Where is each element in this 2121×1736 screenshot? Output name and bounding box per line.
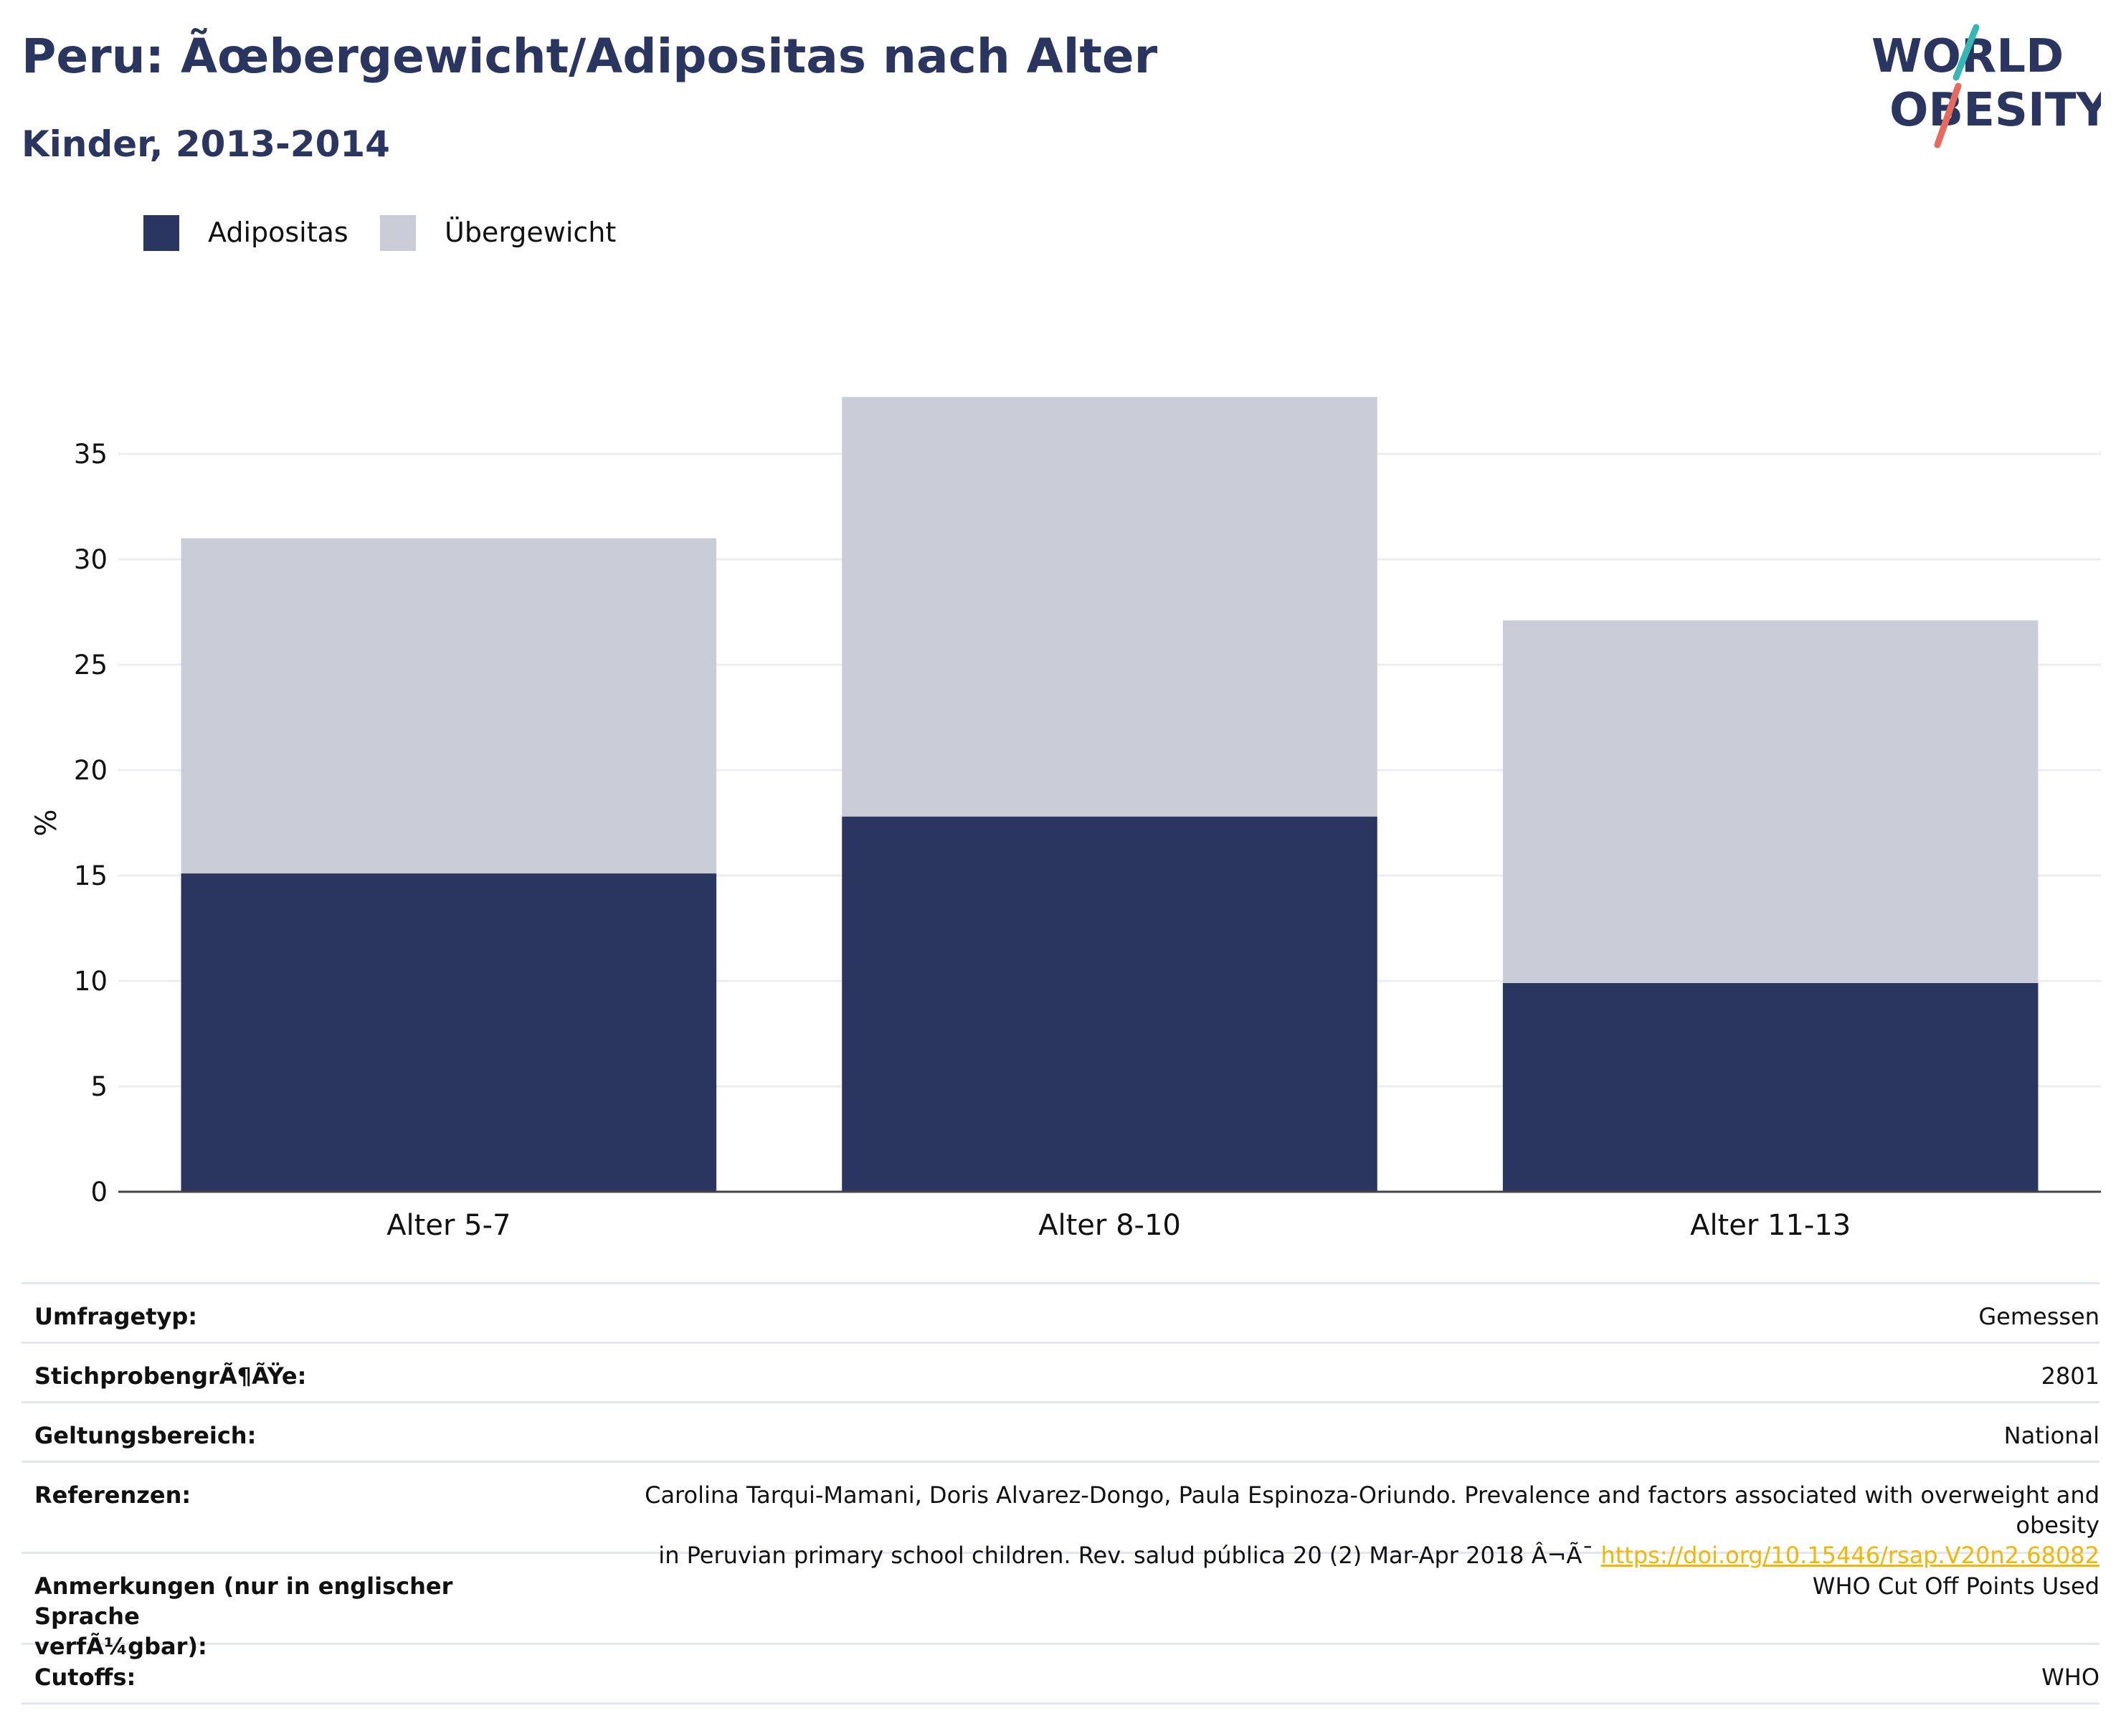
bar-adipositas-1	[181, 873, 717, 1192]
sample-label: StichprobengrÃ¶ÃŸe:	[34, 1362, 307, 1390]
logo-slash-red	[1934, 82, 1962, 148]
scope-label: Geltungsbereich:	[34, 1422, 257, 1449]
bar-uebergewicht-1	[181, 538, 717, 874]
survey-label: Umfragetyp:	[34, 1303, 198, 1330]
bar-chart: 0 5 10 15 20 25 30 35% Alter 5-7 Alter 8-10 Alter …	[30, 397, 2101, 1242]
y-tick-label: 0	[90, 1177, 108, 1208]
legend-swatch-adipositas	[143, 215, 179, 251]
info-row-scope: Geltungsbereich: National	[22, 1403, 2099, 1463]
x-tick-label: Alter 11-13	[1690, 1209, 1851, 1242]
cutoffs-value: WHO	[2041, 1664, 2099, 1691]
notes-label: Anmerkungen (nur in englischer Sprache v…	[34, 1571, 551, 1661]
info-row-cutoffs: Cutoffs: WHO	[22, 1645, 2099, 1704]
y-tick-label: 15	[74, 860, 108, 891]
cutoffs-label: Cutoffs:	[34, 1664, 136, 1691]
y-tick-label: 20	[74, 755, 108, 786]
references-line1: Carolina Tarqui-Mamani, Doris Alvarez-Do…	[645, 1481, 2099, 1539]
y-tick-label: 25	[74, 650, 108, 680]
references-doi-link[interactable]: https://doi.org/10.15446/rsap.V20n2.6808…	[1600, 1542, 2099, 1569]
x-tick-label: Alter 8-10	[1038, 1209, 1181, 1242]
y-tick-label: 30	[74, 544, 108, 575]
y-tick-label: 10	[74, 966, 108, 997]
references-line2-text: in Peruvian primary school children. Rev…	[658, 1542, 1601, 1569]
references-line2: in Peruvian primary school children. Rev…	[558, 1540, 2099, 1570]
info-row-survey: Umfragetyp: Gemessen	[22, 1284, 2099, 1344]
notes-label-line1: Anmerkungen (nur in englischer Sprache	[34, 1573, 453, 1630]
y-tick-label: 35	[74, 439, 108, 470]
page-subtitle: Kinder, 2013-2014	[22, 123, 390, 165]
x-tick-label: Alter 5-7	[386, 1209, 511, 1242]
notes-label-line2: verfÃ¼gbar):	[34, 1633, 207, 1660]
page-title: Peru: Ãœbergewicht/Adipositas nach Alter	[22, 29, 1158, 84]
references-label: Referenzen:	[34, 1481, 191, 1509]
references-value: Carolina Tarqui-Mamani, Doris Alvarez-Do…	[558, 1480, 2099, 1570]
world-obesity-logo: WORLD OBESITY	[1871, 24, 2101, 148]
bar-uebergewicht-3	[1502, 620, 2039, 983]
bar-uebergewicht-2	[842, 397, 1377, 817]
y-axis-title: %	[30, 809, 63, 836]
legend-swatch-uebergewicht	[380, 215, 416, 251]
y-tick-label: 5	[90, 1071, 108, 1102]
bar-adipositas-2	[842, 816, 1377, 1192]
info-row-sample: StichprobengrÃ¶ÃŸe: 2801	[22, 1344, 2099, 1403]
scope-value: National	[2003, 1422, 2099, 1449]
legend-label-adipositas: Adipositas	[208, 217, 348, 248]
sample-value: 2801	[2041, 1362, 2099, 1390]
info-row-references: Referenzen: Carolina Tarqui-Mamani, Dori…	[22, 1463, 2099, 1569]
legend-label-uebergewicht: Übergewicht	[445, 217, 617, 248]
info-row-notes: Anmerkungen (nur in englischer Sprache v…	[22, 1554, 2099, 1660]
info-table: Umfragetyp: Gemessen StichprobengrÃ¶ÃŸe:…	[22, 1282, 2099, 1704]
logo-line2: OBESITY	[1889, 84, 2101, 137]
bar-adipositas-3	[1502, 982, 2039, 1192]
notes-value: WHO Cut Off Points Used	[1812, 1573, 2099, 1600]
survey-value: Gemessen	[1978, 1303, 2099, 1330]
logo-slash-teal	[1952, 24, 1980, 81]
